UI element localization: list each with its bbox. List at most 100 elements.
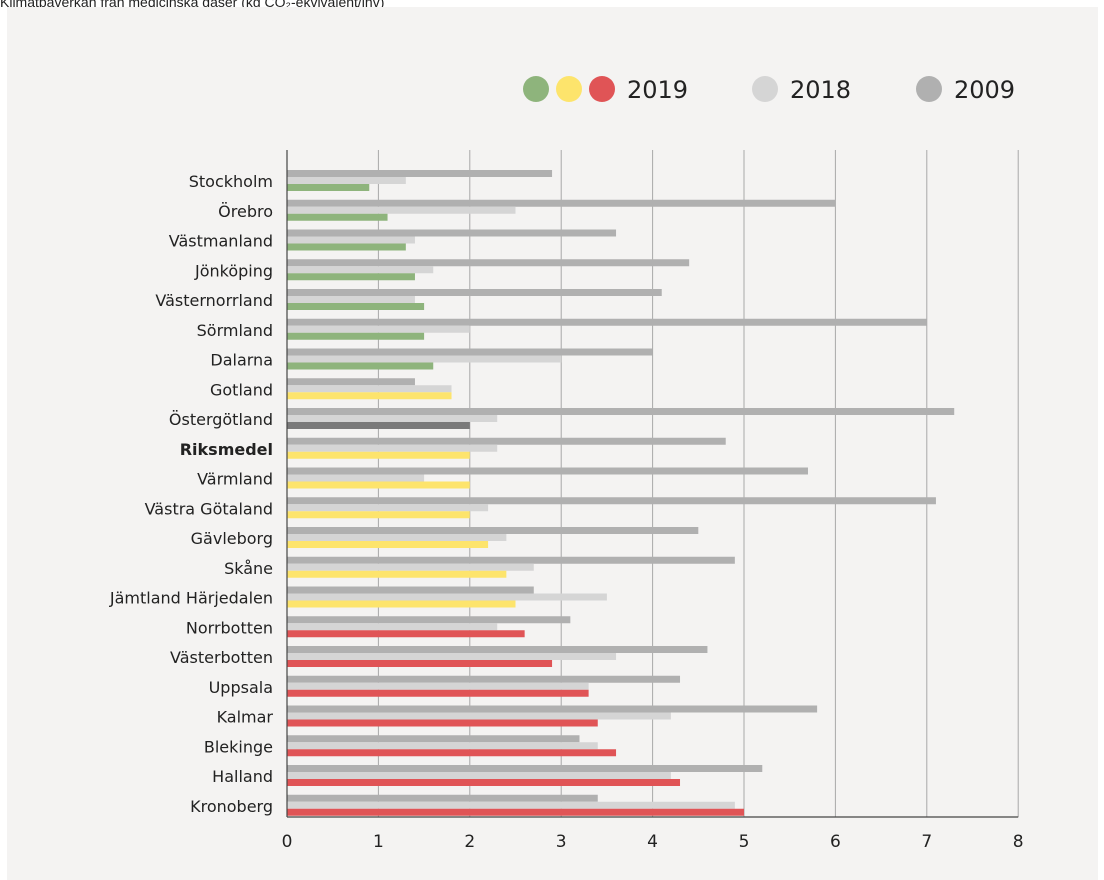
category-label: Uppsala [209, 678, 273, 697]
category-label: Halland [212, 767, 273, 786]
x-tick-label: 2 [464, 832, 475, 852]
bar-2009 [287, 408, 955, 415]
bar-2018 [287, 325, 470, 333]
category-label: Dalarna [210, 351, 273, 370]
bar-2018 [287, 772, 671, 779]
bar-2019 [287, 660, 553, 667]
bar-2009 [287, 527, 699, 534]
bar-2009 [287, 675, 681, 683]
bar-2019 [287, 749, 617, 757]
bar-2019 [287, 422, 470, 429]
category-label: Gävleborg [191, 529, 273, 548]
bar-2009 [287, 437, 726, 445]
category-label: Östergötland [169, 410, 273, 429]
category-label: Skåne [224, 559, 273, 578]
bar-2009 [287, 348, 653, 356]
legend-swatch-2019-green [523, 76, 549, 102]
bar-2009 [287, 705, 818, 713]
bar-2018 [287, 474, 425, 482]
bar-2019 [287, 332, 425, 340]
category-label: Riksmedel [180, 440, 273, 459]
bar-2009 [287, 170, 553, 177]
category-label: Kronoberg [190, 797, 273, 816]
bar-2018 [287, 801, 735, 809]
bar-2018 [287, 742, 598, 750]
category-label: Sörmland [197, 321, 273, 340]
bar-2019 [287, 511, 470, 519]
bar-2009 [287, 765, 763, 772]
bar-2019 [287, 719, 598, 727]
x-tick-label: 1 [373, 832, 384, 852]
category-label: Örebro [218, 202, 273, 221]
bar-2019 [287, 362, 434, 370]
category-label: Jönköping [194, 261, 273, 280]
bar-2018 [287, 385, 452, 393]
legend-swatch-2019-red [589, 76, 615, 102]
bar-2018 [287, 236, 415, 244]
bar-chart: Stockholm Örebro Västmanland Jönköping Väste… [109, 76, 1024, 852]
bar-2018 [287, 206, 516, 214]
bar-2009 [287, 497, 936, 505]
bar-2019 [287, 630, 525, 638]
bar-2019 [287, 303, 425, 310]
bar-2019 [287, 570, 507, 578]
bar-2018 [287, 712, 671, 720]
category-label: Västra Götaland [145, 499, 273, 518]
bar-2018 [287, 296, 415, 303]
bar-2018 [287, 563, 534, 571]
bar-2009 [287, 289, 662, 296]
bar-2009 [287, 616, 571, 624]
x-tick-label: 4 [647, 832, 658, 852]
category-label: Stockholm [189, 172, 273, 191]
bar-2009 [287, 646, 708, 653]
legend-swatch-2018 [752, 76, 778, 102]
bar-2018 [287, 682, 589, 690]
bar-2009 [287, 229, 617, 237]
bar-2019 [287, 243, 406, 251]
bar-2019 [287, 808, 744, 816]
category-label: Värmland [197, 470, 273, 489]
bar-2019 [287, 689, 589, 697]
category-label: Jämtland Härjedalen [109, 589, 273, 608]
bar-2009 [287, 556, 735, 564]
x-tick-label: 8 [1013, 832, 1024, 852]
bar-2018 [287, 653, 617, 660]
bar-2009 [287, 259, 690, 267]
bar-2019 [287, 273, 415, 281]
legend-swatch-2019-yellow [556, 76, 582, 102]
category-label: Västmanland [169, 232, 273, 251]
x-tick-label: 5 [739, 832, 750, 852]
bar-2019 [287, 451, 470, 459]
legend-label-2018: 2018 [790, 76, 851, 104]
bar-2019 [287, 392, 452, 400]
bar-2009 [287, 378, 415, 386]
bar-2009 [287, 467, 808, 475]
x-tick-label: 7 [921, 832, 932, 852]
legend-label-2009: 2009 [954, 76, 1015, 104]
x-tick-label: 6 [830, 832, 841, 852]
bar-2009 [287, 586, 534, 594]
category-label: Gotland [210, 380, 273, 399]
bar-2018 [287, 623, 498, 631]
bar-2018 [287, 415, 498, 422]
category-label: Västerbotten [170, 648, 273, 667]
bar-2019 [287, 600, 516, 608]
category-label: Norrbotten [186, 618, 273, 637]
bar-2019 [287, 213, 388, 221]
bar-2018 [287, 444, 498, 452]
category-label: Kalmar [217, 708, 274, 727]
x-tick-label: 3 [556, 832, 567, 852]
bar-2018 [287, 177, 406, 184]
bar-2009 [287, 318, 927, 326]
bar-2018 [287, 504, 489, 512]
chart-panel: Stockholm Örebro Västmanland Jönköping Väste… [7, 7, 1098, 880]
bar-2018 [287, 355, 562, 363]
bar-2018 [287, 534, 507, 541]
bar-2009 [287, 199, 836, 207]
legend-label-2019: 2019 [627, 76, 688, 104]
x-tick-label: 0 [282, 832, 293, 852]
category-label: Västernorrland [155, 291, 273, 310]
bar-2019 [287, 779, 681, 786]
bar-2009 [287, 735, 580, 743]
legend-swatch-2009 [916, 76, 942, 102]
